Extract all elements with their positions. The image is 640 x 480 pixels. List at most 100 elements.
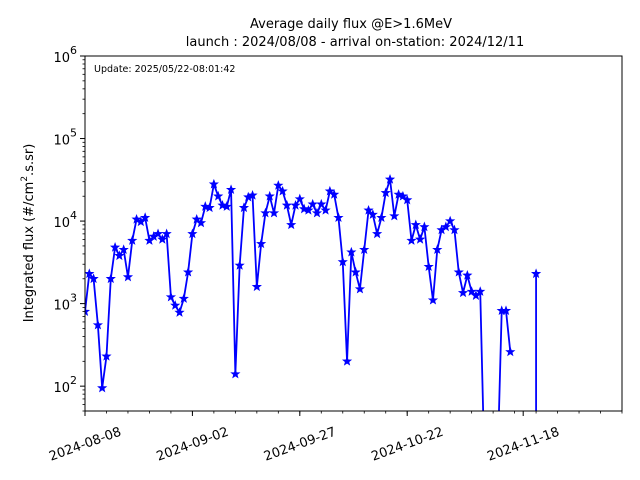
y-tick-label: 104 (53, 209, 77, 231)
y-tick-label: 103 (53, 292, 77, 314)
data-point (152, 228, 164, 239)
chart-title-line1: Average daily flux @E>1.6MeV (250, 17, 452, 32)
data-point (303, 204, 314, 215)
data-point (406, 235, 417, 245)
data-point (273, 180, 284, 190)
data-point (432, 244, 443, 255)
data-point (183, 266, 194, 277)
data-point (320, 204, 331, 215)
data-point (204, 202, 215, 213)
data-point (500, 305, 512, 316)
data-point (97, 382, 108, 393)
data-point (92, 319, 103, 330)
data-point (118, 244, 129, 255)
data-point (131, 213, 142, 224)
data-point (423, 261, 434, 272)
y-axis-label-tail: .s.sr) (22, 144, 37, 176)
data-point (457, 287, 469, 298)
data-point (127, 235, 138, 245)
data-point (333, 212, 344, 222)
data-point (530, 268, 542, 279)
x-tick-label: 2024-08-08 (47, 425, 123, 465)
data-point (380, 187, 391, 198)
data-point (445, 215, 456, 226)
data-point (384, 174, 396, 184)
data-point (346, 246, 357, 257)
data-point (363, 204, 374, 215)
x-axis: 2024-08-08 2024-09-02 2024-09-27 2024-10-22… (47, 411, 623, 465)
data-point (475, 286, 486, 296)
data-point (221, 201, 232, 211)
data-point (449, 224, 460, 235)
data-point (376, 212, 387, 222)
data-point (195, 217, 207, 228)
data-point (307, 198, 318, 209)
data-point (440, 221, 451, 232)
data-point (427, 294, 439, 305)
data-point (225, 184, 237, 195)
data-point (277, 185, 288, 196)
data-point (389, 210, 400, 221)
y-axis-label-sup: 2 (20, 176, 30, 182)
data-point (170, 300, 181, 310)
data-point (410, 219, 421, 230)
data-point (140, 212, 151, 222)
data-point (341, 355, 353, 366)
data-point (453, 266, 464, 277)
data-point (359, 244, 370, 255)
data-point (505, 346, 516, 357)
data-point (114, 250, 125, 261)
update-timestamp: Update: 2025/05/22-08:01:42 (94, 64, 235, 75)
data-point (294, 193, 305, 204)
y-tick-label: 106 (53, 44, 77, 66)
data-point (161, 228, 172, 239)
data-point (281, 200, 292, 210)
data-point (260, 207, 271, 218)
y-axis: 102 103 104 105 106 (53, 44, 85, 412)
data-point (350, 266, 361, 277)
series-layer (85, 174, 542, 411)
chart-title-line2: launch : 2024/08/08 - arrival on-station… (186, 35, 524, 50)
data-point (251, 281, 262, 292)
data-point (268, 207, 280, 218)
y-tick-label: 102 (53, 374, 77, 396)
data-point (88, 273, 99, 284)
data-point (466, 286, 477, 296)
data-point (372, 228, 383, 239)
data-point (311, 207, 323, 218)
data-point (337, 256, 348, 267)
data-point (238, 202, 250, 213)
data-point (286, 219, 297, 230)
data-point (174, 307, 185, 317)
data-point (234, 260, 245, 270)
data-point (316, 198, 327, 209)
y-tick-label: 105 (53, 127, 77, 149)
data-point (178, 293, 189, 303)
data-point (256, 238, 267, 249)
data-point (109, 242, 121, 252)
data-point (247, 189, 258, 200)
data-point (105, 273, 116, 284)
data-point (264, 190, 275, 201)
x-tick-label: 2024-11-18 (485, 425, 561, 465)
data-point (393, 189, 404, 199)
data-point (415, 234, 426, 244)
y-axis-label-main: Integrated flux (#/cm (22, 182, 37, 323)
data-point (122, 271, 134, 282)
data-point (101, 350, 112, 361)
data-point (462, 269, 473, 280)
y-axis-label: Integrated flux (#/cm2.s.sr) (20, 144, 37, 323)
data-point (157, 234, 168, 244)
data-point (213, 190, 224, 201)
data-point (208, 178, 219, 189)
x-tick-label: 2024-09-02 (155, 425, 231, 465)
data-point (419, 221, 430, 232)
plot-area (84, 55, 623, 412)
data-point (187, 228, 198, 239)
data-point (299, 203, 310, 214)
x-tick-label: 2024-09-27 (262, 425, 338, 465)
data-point (354, 283, 366, 294)
data-point (329, 189, 340, 199)
data-point (230, 368, 241, 379)
